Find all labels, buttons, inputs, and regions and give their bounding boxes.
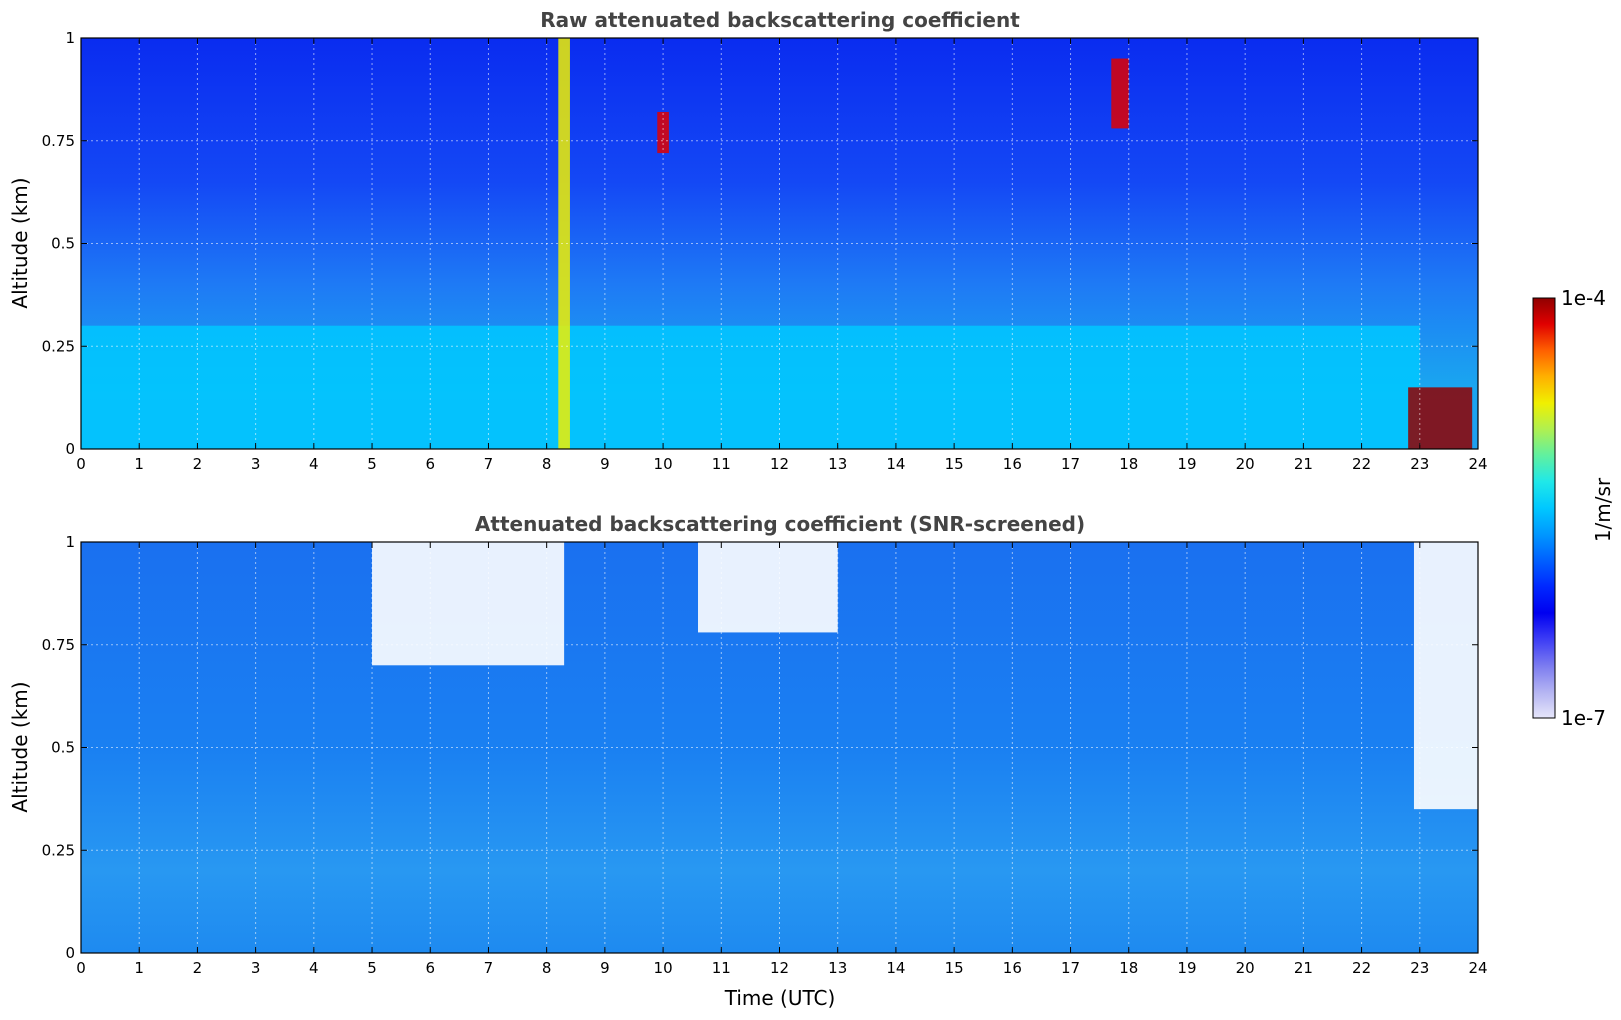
x-tick-label: 3 bbox=[251, 455, 261, 473]
x-tick-label: 23 bbox=[1410, 455, 1429, 473]
colorbar: 1e-4 1e-7 1/m/sr bbox=[1532, 286, 1615, 730]
x-tick-label: 22 bbox=[1352, 455, 1371, 473]
x-tick-label: 3 bbox=[251, 959, 261, 977]
x-tick-label: 22 bbox=[1352, 959, 1371, 977]
x-tick-label: 6 bbox=[425, 455, 435, 473]
x-tick-label: 0 bbox=[76, 455, 86, 473]
x-tick-label: 1 bbox=[134, 455, 144, 473]
x-tick-label: 11 bbox=[712, 455, 731, 473]
panel2-title: Attenuated backscattering coefficient (S… bbox=[475, 512, 1085, 536]
screened-region bbox=[372, 542, 565, 666]
panel1-title: Raw attenuated backscattering coefficien… bbox=[540, 8, 1020, 32]
x-tick-label: 21 bbox=[1294, 959, 1313, 977]
x-tick-label: 12 bbox=[770, 959, 789, 977]
panel2-ylabel: Altitude (km) bbox=[8, 681, 32, 812]
y-tick-label: 0.25 bbox=[42, 337, 75, 355]
x-tick-label: 15 bbox=[945, 455, 964, 473]
x-tick-label: 5 bbox=[367, 959, 377, 977]
y-tick-label: 0.5 bbox=[51, 235, 75, 253]
y-tick-label: 0 bbox=[65, 440, 75, 458]
colorbar-unit-label: 1/m/sr bbox=[1591, 477, 1615, 542]
x-tick-label: 8 bbox=[542, 959, 552, 977]
x-tick-label: 0 bbox=[76, 959, 86, 977]
y-tick-label: 1 bbox=[65, 533, 75, 551]
heatmap-feature bbox=[558, 38, 570, 449]
panel-raw: Raw attenuated backscattering coefficien… bbox=[8, 8, 1488, 473]
x-tick-label: 12 bbox=[770, 455, 789, 473]
x-tick-label: 16 bbox=[1003, 959, 1022, 977]
heatmap-feature bbox=[657, 111, 669, 154]
x-tick-label: 11 bbox=[712, 959, 731, 977]
panel2-x-ticks: 0 1 2 3 4 5 6 7 8 9 10 11 12 13 14 15 16 17 18 19 20 21 22 23 24 bbox=[76, 542, 1488, 977]
heatmap-feature bbox=[81, 325, 1420, 449]
x-tick-label: 10 bbox=[654, 455, 673, 473]
panel-screened: Attenuated backscattering coefficient (S… bbox=[8, 512, 1488, 1010]
panel1-x-ticks: 0 1 2 3 4 5 6 7 8 9 10 11 12 13 14 15 16 17 18 19 20 21 22 23 24 bbox=[76, 38, 1488, 473]
y-tick-label: 0 bbox=[65, 944, 75, 962]
x-tick-label: 18 bbox=[1119, 959, 1138, 977]
x-tick-label: 7 bbox=[484, 455, 494, 473]
x-tick-label: 24 bbox=[1468, 959, 1487, 977]
heatmap-feature bbox=[1111, 58, 1129, 129]
x-tick-label: 4 bbox=[309, 455, 319, 473]
x-tick-label: 23 bbox=[1410, 959, 1429, 977]
y-tick-label: 1 bbox=[65, 29, 75, 47]
x-tick-label: 14 bbox=[886, 959, 905, 977]
x-tick-label: 18 bbox=[1119, 455, 1138, 473]
x-axis-label: Time (UTC) bbox=[724, 986, 836, 1010]
y-tick-label: 0.75 bbox=[42, 636, 75, 654]
y-tick-label: 0.75 bbox=[42, 132, 75, 150]
colorbar-bar bbox=[1532, 297, 1556, 719]
x-tick-label: 17 bbox=[1061, 455, 1080, 473]
x-tick-label: 16 bbox=[1003, 455, 1022, 473]
x-tick-label: 1 bbox=[134, 959, 144, 977]
x-tick-label: 7 bbox=[484, 959, 494, 977]
x-tick-label: 15 bbox=[945, 959, 964, 977]
x-tick-label: 20 bbox=[1236, 455, 1255, 473]
x-tick-label: 9 bbox=[600, 959, 610, 977]
x-tick-label: 24 bbox=[1468, 455, 1487, 473]
x-tick-label: 19 bbox=[1177, 455, 1196, 473]
x-tick-label: 5 bbox=[367, 455, 377, 473]
x-tick-label: 6 bbox=[425, 959, 435, 977]
x-tick-label: 13 bbox=[828, 959, 847, 977]
x-tick-label: 2 bbox=[193, 455, 203, 473]
x-tick-label: 20 bbox=[1236, 959, 1255, 977]
y-tick-label: 0.25 bbox=[42, 841, 75, 859]
panel1-ylabel: Altitude (km) bbox=[8, 177, 32, 308]
x-tick-label: 8 bbox=[542, 455, 552, 473]
x-tick-label: 13 bbox=[828, 455, 847, 473]
x-tick-label: 4 bbox=[309, 959, 319, 977]
colorbar-max-label: 1e-4 bbox=[1561, 286, 1606, 310]
x-tick-label: 14 bbox=[886, 455, 905, 473]
x-tick-label: 9 bbox=[600, 455, 610, 473]
x-tick-label: 19 bbox=[1177, 959, 1196, 977]
panel1-grid bbox=[81, 38, 1478, 449]
screened-region bbox=[1413, 542, 1478, 810]
panel2-grid bbox=[81, 542, 1478, 953]
panel2-y-ticks: 0 0.25 0.5 0.75 1 bbox=[42, 533, 1478, 962]
x-tick-label: 10 bbox=[654, 959, 673, 977]
screened-region bbox=[698, 542, 838, 633]
x-tick-label: 21 bbox=[1294, 455, 1313, 473]
x-tick-label: 2 bbox=[193, 959, 203, 977]
heatmap-feature bbox=[1408, 387, 1473, 449]
panel1-y-ticks: 0 0.25 0.5 0.75 1 bbox=[42, 29, 1478, 458]
x-tick-label: 17 bbox=[1061, 959, 1080, 977]
y-tick-label: 0.5 bbox=[51, 739, 75, 757]
colorbar-min-label: 1e-7 bbox=[1561, 706, 1606, 730]
